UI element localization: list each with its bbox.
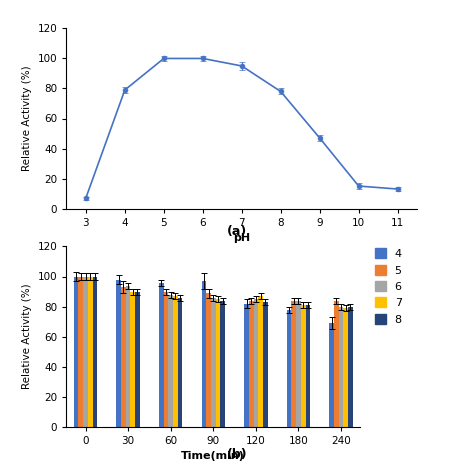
Bar: [296, 301, 301, 427]
Bar: [74, 276, 79, 427]
Bar: [135, 292, 140, 427]
Bar: [344, 308, 348, 427]
Bar: [220, 301, 225, 427]
Legend: 4, 5, 6, 7, 8: 4, 5, 6, 7, 8: [374, 248, 402, 325]
Bar: [249, 301, 254, 427]
Text: (b): (b): [227, 448, 247, 461]
Bar: [164, 292, 168, 427]
Bar: [244, 303, 249, 427]
X-axis label: pH: pH: [233, 233, 250, 243]
Bar: [159, 283, 164, 427]
Bar: [173, 296, 178, 427]
Bar: [168, 294, 173, 427]
Bar: [178, 298, 182, 427]
Bar: [130, 292, 135, 427]
Bar: [216, 299, 220, 427]
Bar: [339, 307, 344, 427]
Bar: [79, 276, 83, 427]
Bar: [301, 305, 306, 427]
Bar: [117, 280, 121, 427]
Bar: [206, 293, 211, 427]
Bar: [348, 307, 353, 427]
Bar: [211, 298, 216, 427]
X-axis label: Time(min): Time(min): [182, 451, 245, 461]
Bar: [88, 276, 92, 427]
Bar: [126, 285, 130, 427]
Bar: [263, 302, 268, 427]
Text: (a): (a): [227, 225, 247, 238]
Y-axis label: Relative Activity (%): Relative Activity (%): [22, 284, 32, 389]
Y-axis label: Relative Activity (%): Relative Activity (%): [22, 66, 32, 171]
Bar: [258, 296, 263, 427]
Bar: [287, 310, 292, 427]
Bar: [92, 276, 97, 427]
Bar: [83, 276, 88, 427]
Bar: [254, 299, 258, 427]
Bar: [306, 305, 310, 427]
Bar: [121, 287, 126, 427]
Bar: [292, 301, 296, 427]
Bar: [334, 301, 339, 427]
Bar: [329, 323, 334, 427]
Bar: [201, 281, 206, 427]
